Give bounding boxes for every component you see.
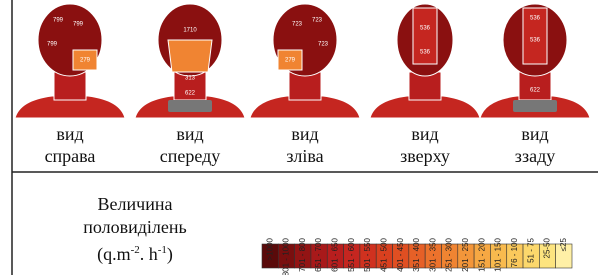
region-value: 799 [73, 22, 84, 28]
legend-title: половиділень [83, 217, 186, 237]
view-label: вид [56, 124, 83, 144]
region-value: 279 [285, 58, 296, 64]
region-value: 723 [312, 18, 323, 24]
unit: (q.m [97, 244, 131, 265]
collar [168, 100, 212, 112]
legend-bin-label: 801 - 1000 [282, 237, 291, 275]
head-view: 536 536 622 [480, 4, 590, 118]
legend-bin-label: 76 - 100 [510, 237, 519, 267]
legend-bin-label: 201 - 250 [461, 237, 470, 271]
head-view: 1710 313 622 [135, 4, 245, 118]
legend-bin-label: >1000 [265, 237, 274, 260]
unit: ) [167, 244, 173, 265]
legend-bin-label: 401 - 450 [396, 237, 405, 271]
head-view: 799 799 799 279 [15, 4, 125, 118]
legend-bin-label: 151 - 200 [477, 237, 486, 271]
region-value: 536 [530, 38, 541, 44]
legend-bin-label: 451 - 500 [379, 237, 388, 271]
region-value: 799 [47, 42, 58, 48]
legend-bin-label: 501 - 550 [363, 237, 372, 271]
view-label: спереду [160, 146, 221, 166]
region-value: 279 [80, 58, 91, 64]
figure: Величина половиділень (q.m-2. h-1) 79979… [0, 0, 598, 275]
region-value: 799 [53, 18, 64, 24]
unit-exp: -1 [158, 244, 167, 256]
region-value: 723 [318, 42, 329, 48]
collar [513, 100, 557, 112]
region-value: 536 [420, 26, 431, 32]
head-view: 536 536 [370, 4, 480, 118]
view-label: справа [45, 146, 96, 166]
view-label: вид [411, 124, 438, 144]
region-value: 536 [530, 16, 541, 22]
legend-bin-label: 101 - 150 [494, 237, 503, 271]
legend-bin-label: 601 - 650 [331, 237, 340, 271]
view-label: вид [176, 124, 203, 144]
legend-bin-label: ≤25 [559, 237, 568, 251]
region-value: 723 [292, 22, 303, 28]
view-label: ззаду [515, 146, 556, 166]
legend-bin-label: 301 - 350 [428, 237, 437, 271]
face [168, 40, 212, 72]
region-value: 622 [530, 88, 541, 94]
legend-bin-label: 25-50 [543, 237, 552, 258]
region-value: 622 [185, 91, 196, 97]
legend-bin-label: 551 - 600 [347, 237, 356, 271]
region-value: 536 [420, 50, 431, 56]
legend-bin-label: 251 - 300 [445, 237, 454, 271]
view-label: вид [521, 124, 548, 144]
legend-bin-label: 651 - 700 [314, 237, 323, 271]
unit: . h [140, 244, 158, 264]
view-label: зліва [286, 146, 323, 166]
legend-bin-label: 51 - 75 [526, 237, 535, 262]
legend-bin-label: 701 - 800 [298, 237, 307, 271]
view-label: зверху [400, 146, 450, 166]
unit-exp: -2 [131, 244, 140, 256]
legend-bin-label: 351 - 400 [412, 237, 421, 271]
view-label: вид [291, 124, 318, 144]
crown [413, 8, 437, 64]
head-view: 723 723 723 279 [250, 4, 360, 118]
region-value: 1710 [183, 28, 197, 34]
legend-title: Величина [98, 194, 173, 214]
legend-unit: (q.m-2. h-1) [97, 244, 173, 265]
region-value: 313 [185, 76, 196, 82]
